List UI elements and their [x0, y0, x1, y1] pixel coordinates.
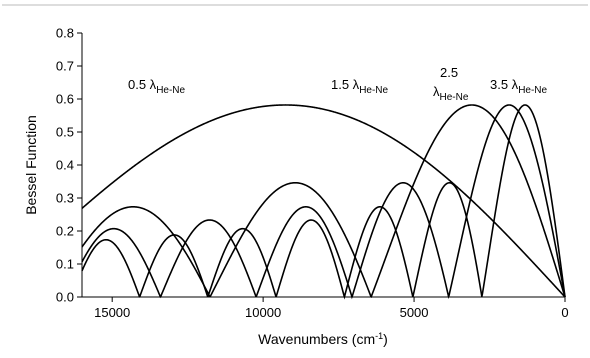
x-tick-label: 0 [561, 305, 568, 320]
x-ticks: 15000 10000 5000 0 [94, 297, 569, 320]
annotation-0-5: 0.5 λHe-Ne [128, 77, 186, 96]
y-tick-label: 0.4 [56, 158, 74, 173]
series-line-3-5 [81, 104, 566, 300]
y-ticks: 0.0 0.1 0.2 0.3 0.4 0.5 0.6 0.7 0.8 [56, 26, 82, 305]
y-tick-label: 0.2 [56, 224, 74, 239]
curves [81, 104, 566, 300]
y-axis-title: Bessel Function [23, 115, 39, 215]
series-line-1-5 [81, 104, 566, 299]
annotation-2-5-value: 2.5 [440, 65, 458, 80]
y-tick-label: 0.0 [56, 290, 74, 305]
x-tick-label: 10000 [245, 305, 281, 320]
y-tick-label: 0.6 [56, 92, 74, 107]
y-tick-label: 0.3 [56, 191, 74, 206]
annotation-2-5-lambda: λHe-Ne [433, 84, 469, 103]
y-tick-label: 0.1 [56, 257, 74, 272]
y-tick-label: 0.8 [56, 26, 74, 41]
x-tick-label: 15000 [94, 305, 130, 320]
annotation-1-5: 1.5 λHe-Ne [331, 77, 389, 96]
x-tick-label: 5000 [400, 305, 429, 320]
series-line-0-5 [81, 104, 566, 298]
series-line-2-5 [81, 104, 566, 300]
x-axis-title: Wavenumbers (cm-1) [258, 331, 388, 347]
y-tick-label: 0.5 [56, 125, 74, 140]
y-tick-label: 0.7 [56, 59, 74, 74]
annotation-3-5: 3.5 λHe-Ne [490, 77, 548, 96]
